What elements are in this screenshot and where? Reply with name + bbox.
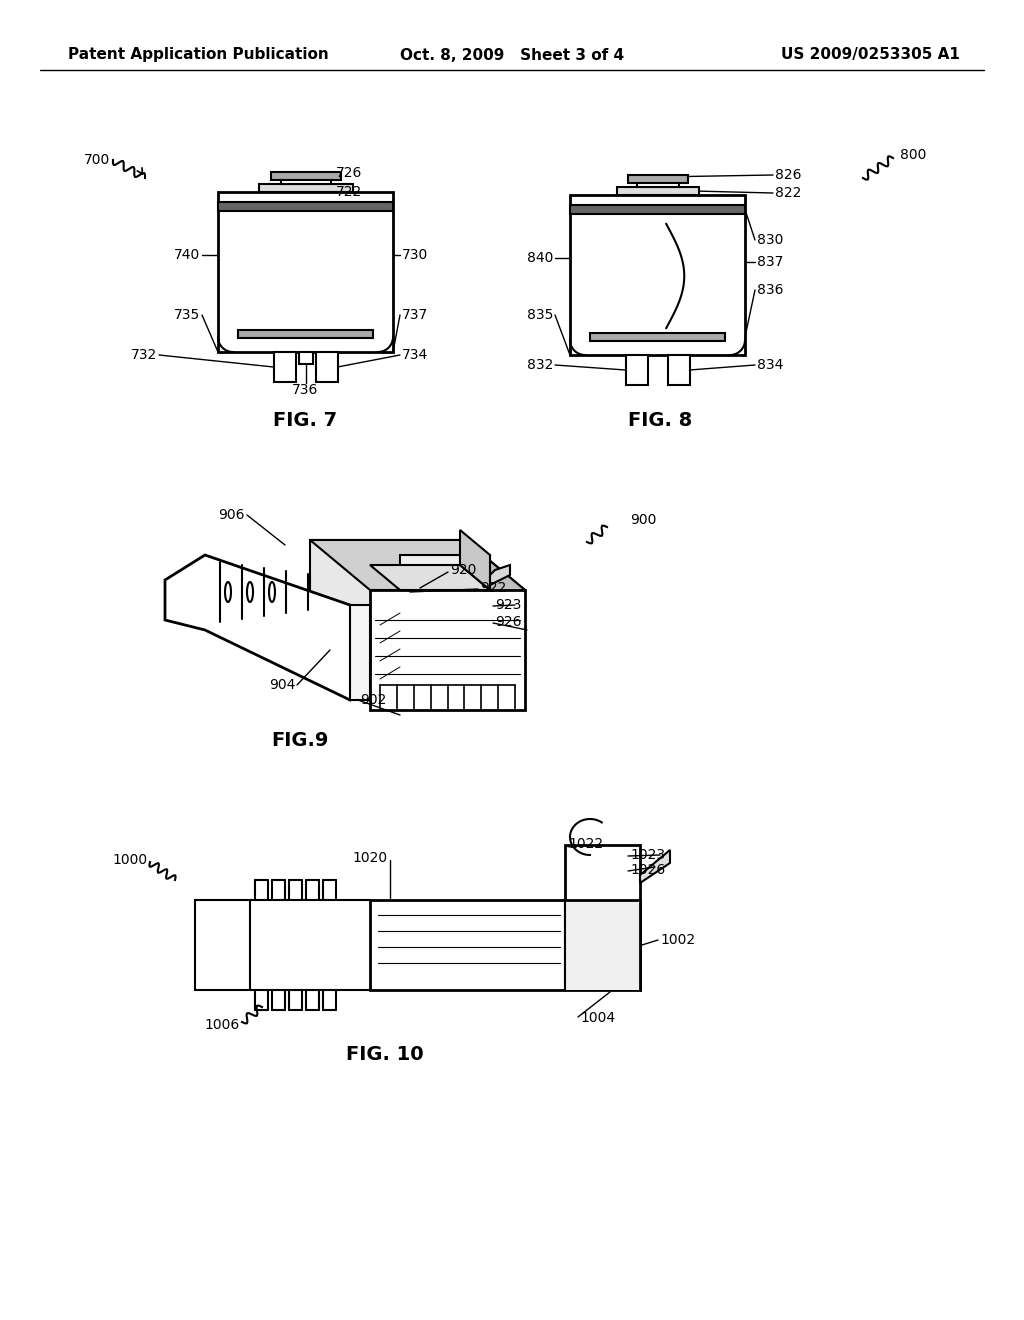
Text: 1004: 1004 <box>580 1011 615 1026</box>
Bar <box>590 333 725 341</box>
Bar <box>668 355 689 385</box>
Polygon shape <box>460 531 490 590</box>
Text: 1006: 1006 <box>205 1018 240 1032</box>
Polygon shape <box>310 540 525 590</box>
Bar <box>273 352 296 381</box>
Text: 830: 830 <box>757 234 783 247</box>
Text: 722: 722 <box>336 185 362 199</box>
Text: FIG.9: FIG.9 <box>271 730 329 750</box>
Text: 904: 904 <box>268 678 295 692</box>
Text: 700: 700 <box>84 153 110 168</box>
Text: 730: 730 <box>402 248 428 261</box>
Bar <box>218 191 393 352</box>
Ellipse shape <box>225 582 231 602</box>
Polygon shape <box>370 590 525 710</box>
Bar <box>238 330 373 338</box>
Text: 740: 740 <box>174 248 200 261</box>
Bar <box>570 195 745 355</box>
Text: 734: 734 <box>402 348 428 362</box>
Bar <box>626 355 647 385</box>
Polygon shape <box>465 540 525 710</box>
Polygon shape <box>310 540 465 660</box>
Text: 826: 826 <box>775 168 802 182</box>
Text: 1026: 1026 <box>630 863 666 876</box>
Text: 920: 920 <box>450 564 476 577</box>
Bar <box>628 176 687 183</box>
Text: 735: 735 <box>174 308 200 322</box>
Bar <box>258 183 352 191</box>
Text: 726: 726 <box>336 166 362 180</box>
Bar <box>315 352 338 381</box>
Text: 736: 736 <box>292 383 318 397</box>
Text: Oct. 8, 2009   Sheet 3 of 4: Oct. 8, 2009 Sheet 3 of 4 <box>400 48 624 62</box>
Text: 836: 836 <box>757 282 783 297</box>
Text: 832: 832 <box>526 358 553 372</box>
Bar <box>195 900 250 990</box>
Text: 902: 902 <box>360 693 386 708</box>
Bar <box>616 187 698 195</box>
Polygon shape <box>165 554 370 700</box>
Text: 1022: 1022 <box>568 837 603 851</box>
Text: FIG. 7: FIG. 7 <box>273 411 337 429</box>
Text: 822: 822 <box>775 186 802 201</box>
Polygon shape <box>640 850 670 883</box>
Text: 840: 840 <box>526 251 553 265</box>
Bar <box>370 900 640 990</box>
Text: 732: 732 <box>131 348 157 362</box>
Text: 1002: 1002 <box>660 933 695 946</box>
Bar <box>565 900 640 990</box>
Text: FIG. 8: FIG. 8 <box>628 411 692 429</box>
Text: 1000: 1000 <box>113 853 148 867</box>
Text: 1020: 1020 <box>353 851 388 865</box>
Text: Patent Application Publication: Patent Application Publication <box>68 48 329 62</box>
Text: 800: 800 <box>900 148 927 162</box>
Bar <box>218 202 393 211</box>
Polygon shape <box>400 554 490 590</box>
Text: 835: 835 <box>526 308 553 322</box>
Ellipse shape <box>247 582 253 602</box>
Text: FIG. 10: FIG. 10 <box>346 1045 424 1064</box>
Text: 926: 926 <box>495 615 521 630</box>
Text: 906: 906 <box>218 508 245 521</box>
Bar <box>565 845 640 900</box>
Bar <box>637 183 679 187</box>
Text: 837: 837 <box>757 255 783 269</box>
Bar <box>299 352 312 364</box>
Ellipse shape <box>269 582 275 602</box>
Text: 1023: 1023 <box>630 847 666 862</box>
Polygon shape <box>350 605 370 700</box>
Text: 737: 737 <box>402 308 428 322</box>
Polygon shape <box>370 565 490 590</box>
Text: 834: 834 <box>757 358 783 372</box>
Text: 900: 900 <box>630 513 656 527</box>
Bar <box>570 205 745 214</box>
Text: US 2009/0253305 A1: US 2009/0253305 A1 <box>781 48 961 62</box>
Text: 923: 923 <box>495 598 521 612</box>
Polygon shape <box>490 565 510 585</box>
Bar <box>281 180 331 183</box>
Bar <box>270 172 341 180</box>
Text: 922: 922 <box>480 581 507 595</box>
